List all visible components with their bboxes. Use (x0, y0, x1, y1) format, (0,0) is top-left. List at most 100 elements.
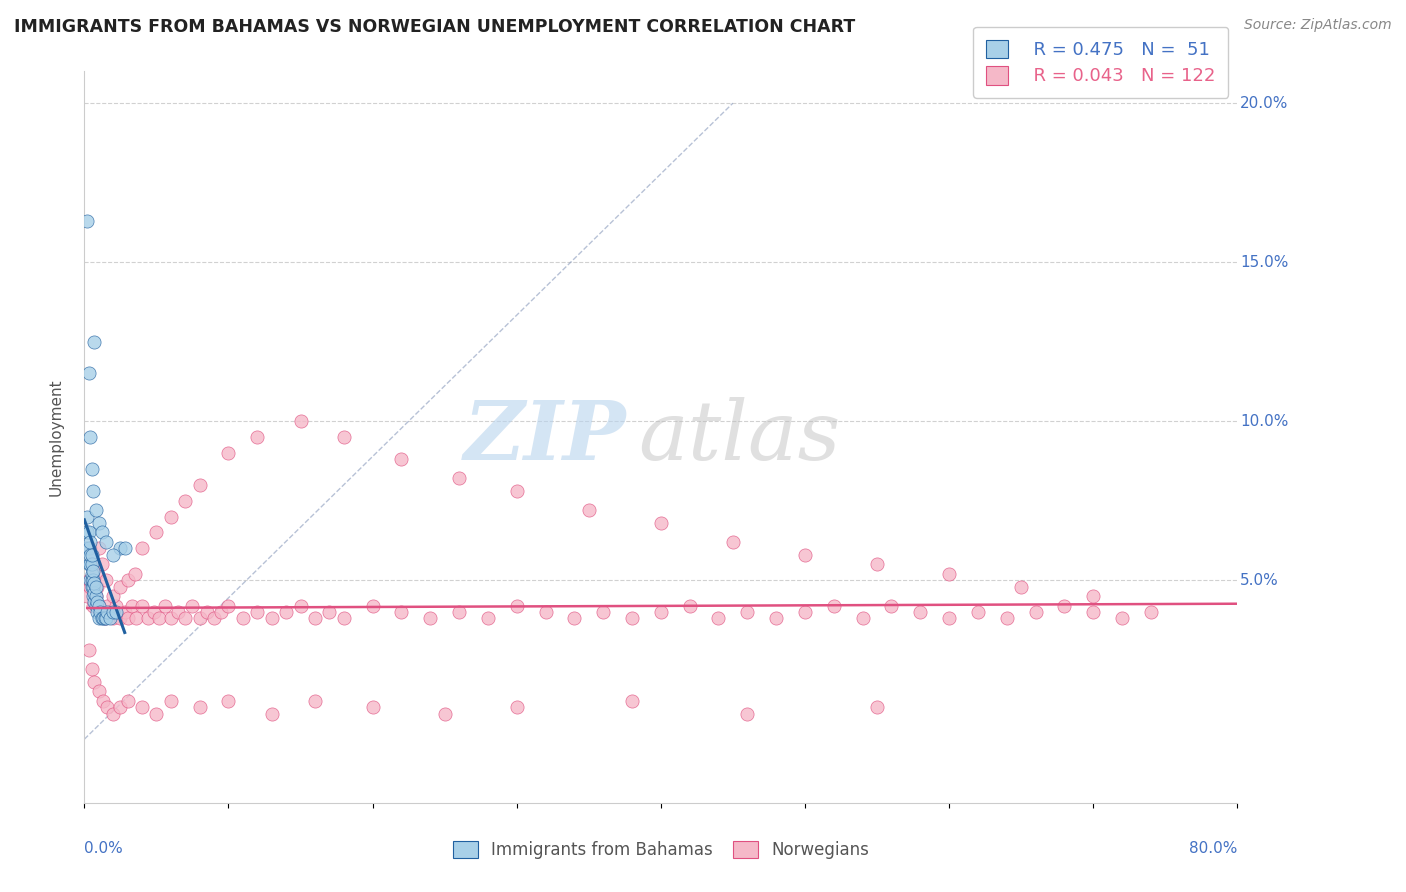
Point (90, 605, 112, 619)
Point (76, 525, 98, 540)
Point (121, 599, 143, 613)
Point (83, 595, 105, 609)
Point (82, 599, 104, 613)
Point (82, 564, 104, 578)
Point (89, 605, 111, 619)
Point (94, 573, 117, 587)
Text: 15.0%: 15.0% (1240, 255, 1288, 269)
Point (87, 516, 110, 530)
Point (1083, 605, 1105, 619)
Point (84, 503, 107, 517)
Point (449, 605, 471, 619)
Point (737, 706, 759, 721)
Point (82, 573, 104, 587)
Point (124, 566, 146, 581)
Point (1083, 589, 1105, 603)
Point (77, 367, 100, 381)
Point (823, 599, 845, 613)
Point (145, 525, 167, 540)
Point (449, 471, 471, 485)
Point (181, 599, 204, 613)
Point (86, 595, 108, 609)
Point (650, 605, 672, 619)
Point (86, 605, 108, 619)
Text: Source: ZipAtlas.com: Source: ZipAtlas.com (1244, 18, 1392, 32)
Point (506, 484, 529, 499)
Point (80, 462, 103, 476)
Text: 0.0%: 0.0% (84, 841, 124, 856)
Point (290, 599, 312, 613)
Point (707, 611, 730, 625)
Point (103, 605, 124, 619)
Point (77, 541, 100, 556)
Point (98, 611, 121, 625)
Point (87, 599, 110, 613)
Point (77, 558, 100, 572)
Point (84, 589, 107, 603)
Point (650, 516, 672, 530)
Point (145, 706, 167, 721)
Point (621, 694, 644, 708)
Point (880, 599, 903, 613)
Point (419, 611, 441, 625)
Point (506, 599, 529, 613)
Point (90, 611, 112, 625)
Point (105, 599, 128, 613)
Point (866, 558, 889, 572)
Point (361, 700, 384, 714)
Point (477, 611, 499, 625)
Point (160, 611, 183, 625)
Point (721, 535, 744, 549)
Point (80, 558, 103, 572)
Point (361, 599, 384, 613)
Point (304, 611, 326, 625)
Point (260, 706, 283, 721)
Point (188, 477, 211, 491)
Point (433, 706, 456, 721)
Point (794, 605, 817, 619)
Point (852, 611, 875, 625)
Point (94, 535, 117, 549)
Point (1053, 599, 1076, 613)
Point (765, 611, 787, 625)
Point (967, 605, 990, 619)
Point (131, 541, 153, 556)
Point (110, 541, 132, 556)
Point (76, 589, 98, 603)
Point (621, 611, 644, 625)
Point (276, 605, 298, 619)
Point (866, 700, 889, 714)
Point (79, 430, 101, 444)
Point (131, 700, 153, 714)
Point (103, 589, 124, 603)
Point (76, 214, 98, 228)
Point (142, 605, 165, 619)
Point (117, 573, 139, 587)
Point (260, 611, 283, 625)
Point (995, 611, 1018, 625)
Point (79, 541, 101, 556)
Point (246, 430, 269, 444)
Point (333, 611, 356, 625)
Point (110, 580, 132, 594)
Text: atlas: atlas (638, 397, 841, 477)
Point (84, 599, 107, 613)
Point (98, 605, 121, 619)
Point (80, 566, 103, 581)
Point (188, 700, 211, 714)
Point (79, 548, 101, 562)
Point (174, 611, 197, 625)
Point (794, 548, 817, 562)
Point (218, 599, 240, 613)
Point (86, 580, 108, 594)
Legend: Immigrants from Bahamas, Norwegians: Immigrants from Bahamas, Norwegians (444, 833, 877, 868)
Point (83, 586, 105, 600)
Point (938, 566, 960, 581)
Point (1010, 580, 1032, 594)
Point (153, 599, 176, 613)
Point (534, 605, 557, 619)
Point (82, 484, 104, 499)
Point (93, 611, 115, 625)
Point (1140, 605, 1163, 619)
Point (333, 430, 356, 444)
